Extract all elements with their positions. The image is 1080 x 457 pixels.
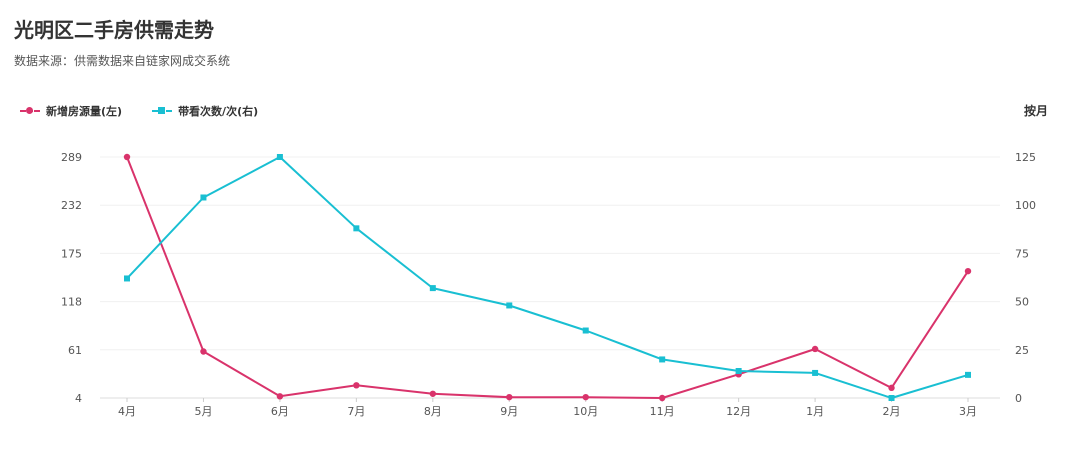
data-point[interactable]	[506, 393, 513, 401]
x-tick-label: 4月	[118, 405, 136, 418]
legend-item-viewings[interactable]: 带看次数/次(右)	[152, 103, 258, 119]
legend-label-listings: 新增房源量(左)	[46, 105, 123, 118]
x-tick-label: 6月	[271, 405, 289, 418]
data-point[interactable]	[888, 384, 895, 392]
axis-layer: 289 232 175 118 61 4 125 100 75 50 25 0 4月 5月 6月 7月 8月 9月…	[61, 151, 1036, 418]
chart-title: 光明区二手房供需走势	[14, 18, 214, 42]
x-tick-label: 1月	[806, 405, 824, 418]
data-point[interactable]	[506, 302, 513, 309]
data-point[interactable]	[123, 153, 131, 161]
data-point[interactable]	[658, 394, 666, 402]
data-point[interactable]	[812, 369, 819, 376]
data-point[interactable]	[811, 345, 819, 353]
x-tick-label: 10月	[573, 405, 598, 418]
x-tick-label: 5月	[194, 405, 212, 418]
data-point[interactable]	[429, 390, 437, 397]
data-point[interactable]	[429, 285, 436, 292]
left-y-tick-label: 232	[61, 199, 82, 212]
right-y-tick-label: 75	[1015, 247, 1029, 260]
right-y-tick-label: 125	[1015, 151, 1036, 164]
left-y-tick-label: 175	[61, 247, 82, 260]
data-point[interactable]	[353, 225, 360, 232]
chart-subtitle: 数据来源：供需数据来自链家网成交系统	[14, 54, 231, 68]
data-point[interactable]	[659, 356, 666, 363]
period-label: 按月	[1023, 104, 1048, 118]
left-y-tick-label: 289	[61, 151, 82, 164]
x-tick-label: 8月	[424, 405, 442, 418]
data-point[interactable]	[276, 393, 284, 400]
series-line-1	[126, 156, 969, 399]
data-point[interactable]	[965, 371, 971, 378]
data-point[interactable]	[200, 348, 207, 355]
right-y-tick-label: 0	[1015, 392, 1022, 405]
x-tick-label: 7月	[347, 405, 365, 418]
right-y-tick-label: 100	[1015, 199, 1036, 212]
left-y-tick-label: 118	[61, 296, 82, 309]
series-line-0	[126, 156, 969, 399]
x-tick-label: 3月	[959, 405, 977, 418]
data-point[interactable]	[276, 154, 283, 160]
data-point[interactable]	[582, 393, 589, 401]
legend-circle-marker-icon	[20, 106, 40, 116]
legend-item-listings[interactable]: 新增房源量(左)	[20, 103, 122, 119]
data-point[interactable]	[888, 395, 895, 401]
x-tick-label: 2月	[883, 405, 901, 418]
legend: 新增房源量(左) 带看次数/次(右)	[20, 103, 288, 119]
left-y-tick-label: 4	[75, 392, 82, 405]
series-layer	[123, 153, 972, 402]
x-tick-label: 9月	[500, 405, 518, 418]
data-point[interactable]	[353, 382, 360, 389]
right-y-tick-label: 50	[1015, 296, 1029, 309]
data-point[interactable]	[735, 368, 742, 375]
data-point[interactable]	[964, 267, 972, 275]
data-point[interactable]	[124, 275, 130, 282]
data-point[interactable]	[200, 194, 207, 201]
left-y-tick-label: 61	[68, 344, 82, 357]
legend-label-viewings: 带看次数/次(右)	[178, 105, 259, 118]
x-tick-label: 12月	[726, 405, 751, 418]
right-y-tick-label: 25	[1015, 344, 1029, 357]
data-point[interactable]	[582, 327, 589, 334]
legend-square-marker-icon	[152, 106, 173, 116]
grid-layer	[100, 156, 1000, 399]
x-tick-label: 11月	[650, 405, 675, 418]
